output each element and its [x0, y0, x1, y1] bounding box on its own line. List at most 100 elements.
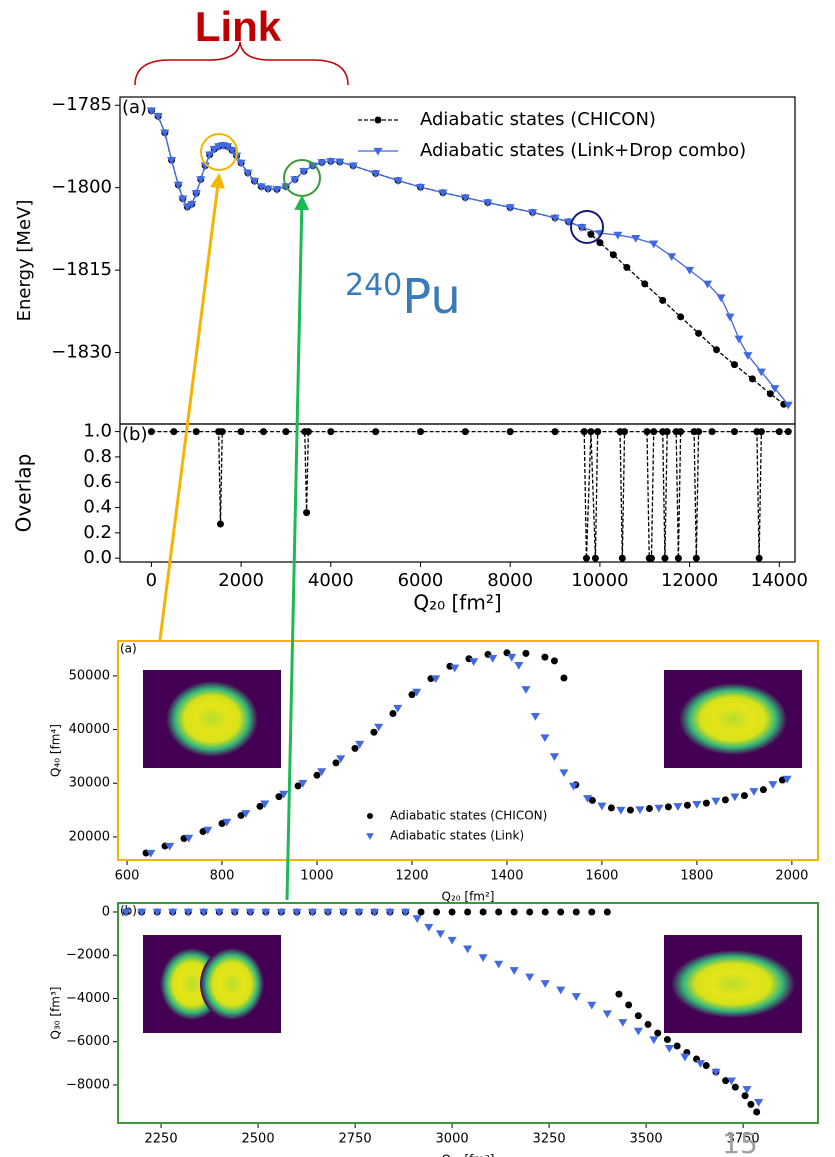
marker: [389, 710, 396, 717]
legend-marker: [367, 813, 373, 819]
marker: [650, 428, 657, 435]
x-tick-label: 1800: [680, 868, 713, 883]
marker: [618, 1019, 627, 1027]
y-tick-label: −1785: [51, 94, 112, 115]
y-tick-label: −6000: [66, 1034, 110, 1049]
marker: [677, 313, 684, 320]
legend-label: Adiabatic states (Link): [390, 829, 524, 843]
x-tick-label: 3250: [533, 1131, 566, 1146]
marker: [616, 807, 625, 815]
marker: [722, 796, 729, 803]
y-tick-label: 1.0: [83, 421, 112, 442]
marker: [623, 264, 630, 271]
marker: [677, 428, 684, 435]
marker: [587, 428, 594, 435]
marker: [753, 1108, 760, 1115]
y-tick-label: −1815: [51, 259, 112, 280]
marker: [634, 1028, 643, 1036]
marker: [646, 805, 653, 812]
marker: [413, 915, 422, 923]
marker: [541, 980, 550, 988]
marker: [756, 555, 763, 562]
x-tick-label: 14000: [751, 570, 808, 591]
density-blob: [166, 681, 258, 757]
x-tick-label: 2000: [218, 570, 264, 591]
marker: [725, 314, 734, 322]
x-tick-label: 2750: [339, 1131, 372, 1146]
marker: [648, 555, 655, 562]
marker: [627, 807, 634, 814]
marker: [673, 803, 682, 811]
marker: [531, 713, 540, 721]
marker: [436, 930, 445, 938]
marker: [649, 1036, 658, 1044]
x-axis-label: Q₂₀ [fm²]: [442, 1153, 495, 1157]
y-tick-label: 0: [102, 904, 110, 919]
marker: [685, 267, 694, 275]
marker: [588, 908, 595, 915]
y-tick-label: −1830: [51, 342, 112, 363]
marker: [749, 788, 758, 796]
marker: [684, 802, 691, 809]
marker: [665, 1045, 674, 1053]
marker: [754, 1099, 763, 1107]
marker: [592, 555, 599, 562]
x-tick-label: 2500: [242, 1131, 275, 1146]
density-blob: [679, 683, 787, 755]
marker: [462, 428, 469, 435]
marker: [282, 428, 289, 435]
slide: −1785−1800−1815−1830Energy [MeV](a)Adiab…: [0, 0, 835, 1157]
marker: [747, 1101, 754, 1108]
marker: [540, 734, 549, 742]
marker: [716, 294, 725, 302]
nucleus-label: 240Pu: [345, 268, 461, 326]
x-tick-label: 1200: [395, 868, 428, 883]
marker: [303, 509, 310, 516]
marker: [219, 428, 226, 435]
marker: [645, 1021, 652, 1028]
marker: [594, 428, 601, 435]
marker: [372, 428, 379, 435]
brace: [135, 42, 348, 85]
marker: [541, 654, 548, 661]
x-tick-label: 2000: [775, 868, 808, 883]
marker: [767, 390, 774, 397]
marker: [695, 330, 702, 337]
density-blob: [200, 948, 264, 1020]
marker: [760, 786, 767, 793]
y-axis-label: Q₃₀ [fm³]: [49, 987, 63, 1040]
legend-label: Adiabatic states (Link+Drop combo): [420, 140, 746, 161]
marker: [731, 428, 738, 435]
marker: [654, 1030, 661, 1037]
marker: [659, 297, 666, 304]
marker: [643, 428, 650, 435]
marker: [664, 428, 671, 435]
marker: [494, 961, 503, 969]
marker: [550, 753, 559, 761]
marker: [587, 231, 594, 238]
marker: [587, 1002, 596, 1010]
panel-label: (a): [120, 641, 137, 655]
marker: [749, 375, 756, 382]
marker: [711, 798, 720, 806]
marker: [332, 759, 339, 766]
y-tick-label: 0.2: [83, 522, 112, 543]
marker: [703, 1062, 710, 1069]
marker: [635, 806, 644, 814]
marker: [615, 991, 622, 998]
x-tick-label: 3000: [436, 1131, 469, 1146]
marker: [734, 336, 743, 344]
marker: [603, 1010, 612, 1018]
y-axis-label: Q₄₀ [fm⁴]: [49, 724, 63, 777]
marker: [730, 793, 739, 801]
marker: [665, 803, 672, 810]
marker: [610, 251, 617, 258]
marker: [573, 908, 580, 915]
legend-marker: [373, 148, 382, 156]
marker: [433, 908, 440, 915]
x-tick-label: 600: [115, 868, 140, 883]
series-line: [151, 432, 788, 559]
marker: [583, 555, 590, 562]
marker: [572, 993, 581, 1001]
x-tick-label: 0: [146, 570, 157, 591]
